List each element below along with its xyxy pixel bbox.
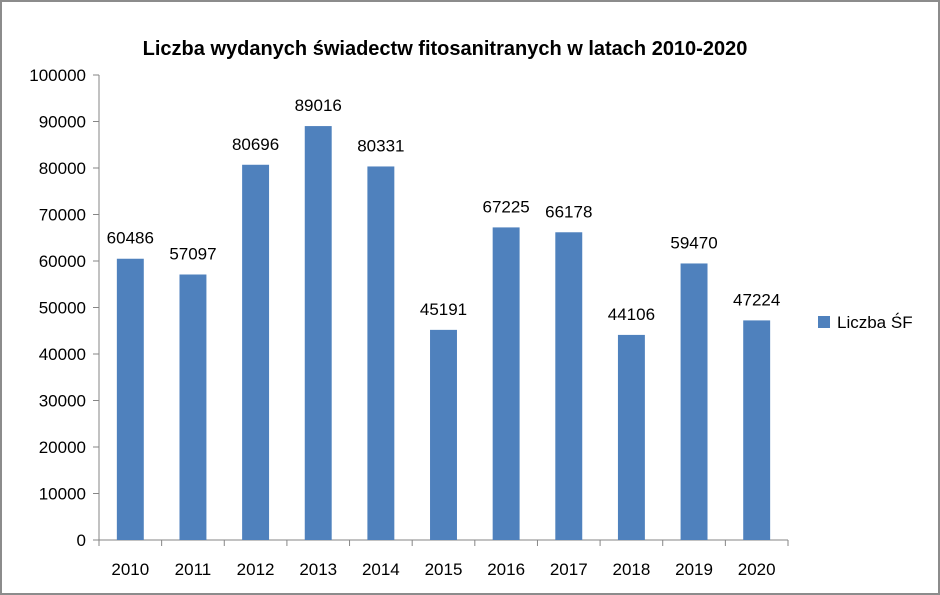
bar-2012 (242, 164, 270, 540)
y-tick-label: 100000 (29, 66, 86, 85)
x-tick-label: 2019 (675, 560, 713, 579)
y-tick-label: 0 (77, 531, 86, 550)
y-tick-label: 90000 (39, 113, 86, 132)
bar-2013 (304, 126, 332, 541)
data-label-2012: 80696 (232, 135, 279, 154)
x-tick-label: 2013 (299, 560, 337, 579)
y-tick-label: 40000 (39, 345, 86, 364)
x-tick-label: 2015 (425, 560, 463, 579)
x-tick-label: 2012 (237, 560, 275, 579)
data-label-2017: 66178 (545, 202, 592, 221)
y-tick-label: 30000 (39, 392, 86, 411)
legend: Liczba ŚF (818, 313, 913, 332)
y-tick-label: 70000 (39, 206, 86, 225)
data-labels: 60486 57097 80696 89016 80331 45191 67225 66178… (107, 96, 781, 324)
x-tick-label: 2017 (550, 560, 588, 579)
legend-swatch (818, 316, 830, 328)
data-label-2020: 47224 (733, 290, 780, 309)
y-tick-label: 10000 (39, 485, 86, 504)
data-label-2015: 45191 (420, 300, 467, 319)
y-tick-label: 50000 (39, 299, 86, 318)
bar-2018 (617, 334, 645, 540)
bar-2015 (430, 329, 457, 540)
y-axis: 0 10000 20000 30000 40000 50000 60000 70000 8000… (29, 66, 100, 550)
legend-label: Liczba ŚF (837, 313, 913, 332)
bar-2016 (492, 227, 520, 540)
x-tick-label: 2010 (111, 560, 149, 579)
bar-2010 (116, 258, 144, 540)
x-axis: 2010 2011 2012 2013 2014 2015 2016 2017 2018 2019… (98, 539, 789, 579)
x-tick-label: 2011 (175, 560, 212, 579)
data-label-2010: 60486 (107, 229, 154, 248)
x-tick-label: 2014 (362, 560, 400, 579)
y-tick-label: 20000 (39, 438, 86, 457)
bars (116, 126, 771, 541)
bar-2014 (367, 166, 395, 540)
data-label-2018: 44106 (608, 305, 655, 324)
data-label-2011: 57097 (169, 244, 216, 263)
x-tick-label: 2018 (612, 560, 650, 579)
bar-2019 (680, 263, 708, 540)
data-label-2019: 59470 (670, 233, 717, 252)
y-tick-label: 80000 (39, 159, 86, 178)
bar-2017 (555, 232, 583, 541)
data-label-2016: 67225 (482, 197, 529, 216)
data-label-2014: 80331 (357, 136, 404, 155)
y-tick-label: 60000 (39, 252, 86, 271)
data-label-2013: 89016 (295, 96, 342, 115)
bar-2011 (179, 274, 207, 540)
chart-title: Liczba wydanych świadectw fitosanitranyc… (143, 38, 748, 60)
x-tick-label: 2020 (738, 560, 776, 579)
bar-2020 (743, 320, 771, 540)
x-tick-label: 2016 (487, 560, 525, 579)
